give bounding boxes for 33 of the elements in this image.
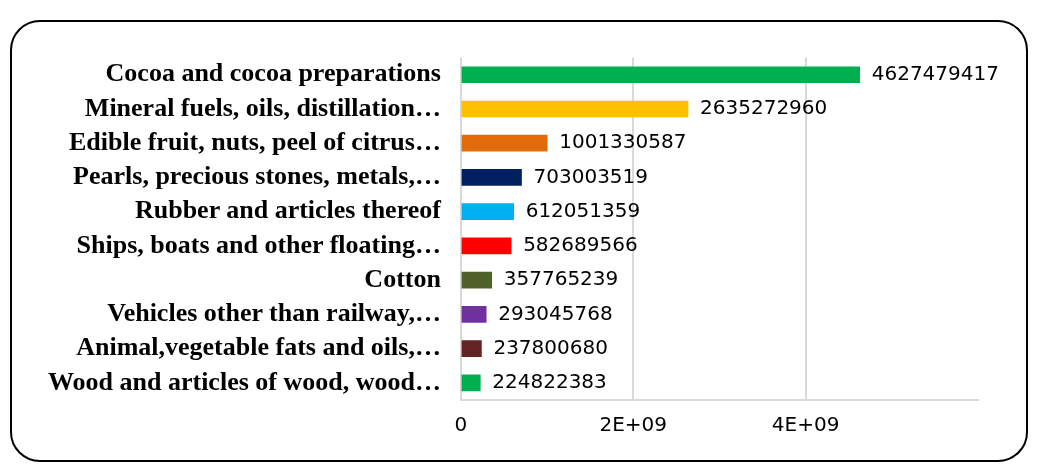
bar <box>461 169 522 186</box>
data-label: 237800680 <box>493 334 608 359</box>
x-tick-label: 0 <box>454 412 468 437</box>
data-label: 612051359 <box>525 197 641 222</box>
y-tick-label: Vehicles other than railway,… <box>107 298 441 328</box>
y-tick-label: Ships, boats and other floating… <box>76 229 441 259</box>
data-label: 4627479417 <box>871 60 999 85</box>
bar <box>461 271 493 289</box>
data-label: 224822383 <box>492 369 607 394</box>
bar <box>461 100 689 118</box>
bar <box>461 306 487 323</box>
bar <box>461 134 548 152</box>
y-tick-label: Cotton <box>364 263 442 293</box>
bar <box>461 374 481 392</box>
y-tick-label: Pearls, precious stones, metals,… <box>73 161 441 191</box>
data-label: 703003519 <box>533 163 649 188</box>
data-label: 582689566 <box>523 232 638 257</box>
bar <box>461 340 482 357</box>
data-label: 357765239 <box>503 266 619 291</box>
y-tick-label: Animal,vegetable fats and oils,… <box>76 332 441 362</box>
data-label: 2635272960 <box>700 95 828 120</box>
data-label: 293045768 <box>498 300 613 325</box>
y-tick-label: Wood and articles of wood, wood… <box>48 366 441 396</box>
y-tick-label: Rubber and articles thereof <box>134 195 442 225</box>
bar <box>461 66 861 84</box>
bar <box>461 237 512 255</box>
data-label: 1001330587 <box>559 129 687 154</box>
bar <box>461 203 514 221</box>
y-tick-label: Edible fruit, nuts, peel of citrus… <box>68 126 441 156</box>
y-tick-label: Mineral fuels, oils, distillation… <box>84 92 441 122</box>
x-tick-label: 4E+09 <box>771 412 840 437</box>
y-tick-label: Cocoa and cocoa preparations <box>105 58 441 88</box>
x-tick-label: 2E+09 <box>599 412 668 437</box>
